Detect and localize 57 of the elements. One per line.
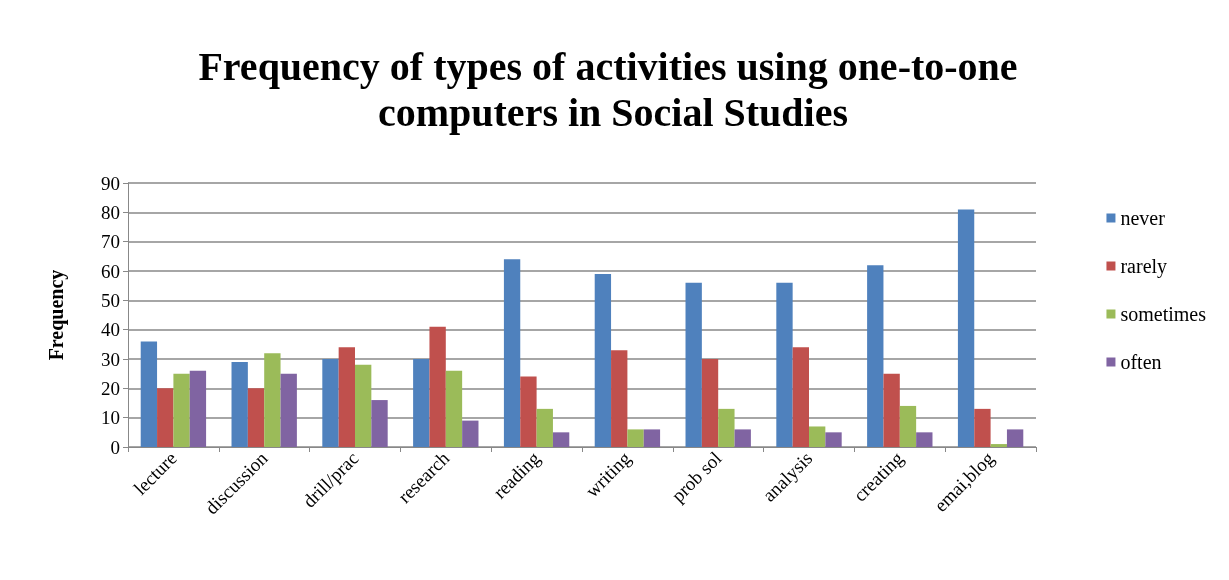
bar (552, 432, 570, 447)
y-tick-label: 60 (101, 260, 120, 282)
y-tick-label: 0 (110, 436, 120, 458)
bar (338, 347, 355, 447)
bar (413, 359, 430, 447)
bar (685, 282, 702, 447)
y-tick-label: 40 (101, 319, 120, 341)
bar (322, 359, 339, 447)
bar (957, 209, 975, 447)
bar (462, 420, 479, 447)
bar (718, 408, 735, 447)
bar (867, 265, 884, 447)
bar (734, 429, 751, 447)
bar (173, 373, 190, 447)
bar (974, 408, 991, 447)
legend-label: rarely (1120, 255, 1168, 278)
legend-label: often (1120, 351, 1162, 373)
bar (520, 376, 537, 447)
bar (503, 259, 521, 447)
legend-label: sometimes (1120, 303, 1207, 325)
bar (231, 361, 248, 447)
bar (883, 373, 900, 447)
x-tick-label: prob sol (667, 447, 726, 507)
bar (916, 432, 933, 447)
bar (157, 388, 174, 447)
chart-title: Frequency of types of activities using one-to-one computers in Social Studies (198, 43, 1028, 135)
bar (264, 353, 281, 447)
y-tick-label: 30 (101, 348, 120, 370)
bar (825, 432, 842, 447)
y-tick-label: 50 (101, 289, 120, 311)
bar (643, 429, 661, 447)
bar (247, 388, 265, 447)
bar (627, 429, 644, 447)
bar (280, 373, 297, 447)
bar (536, 408, 553, 447)
y-tick-label: 20 (101, 377, 120, 399)
bar (611, 350, 628, 447)
bar (1006, 429, 1024, 447)
bar (355, 364, 372, 447)
bar (445, 370, 463, 447)
bar (189, 370, 207, 447)
bar (809, 426, 826, 447)
y-tick-label: 90 (101, 172, 120, 194)
bar (429, 326, 446, 447)
bar (776, 282, 793, 447)
bar (701, 359, 719, 447)
y-tick-label: 10 (101, 407, 120, 429)
bar (990, 444, 1007, 447)
y-axis-title: Frequency (45, 269, 68, 361)
y-tick-label: 80 (101, 201, 120, 223)
bar (140, 341, 158, 447)
legend-label: never (1120, 207, 1166, 229)
bar (371, 400, 388, 447)
bar (792, 347, 809, 447)
y-tick-label: 70 (101, 231, 120, 253)
bar (594, 273, 612, 447)
bar (899, 405, 917, 447)
